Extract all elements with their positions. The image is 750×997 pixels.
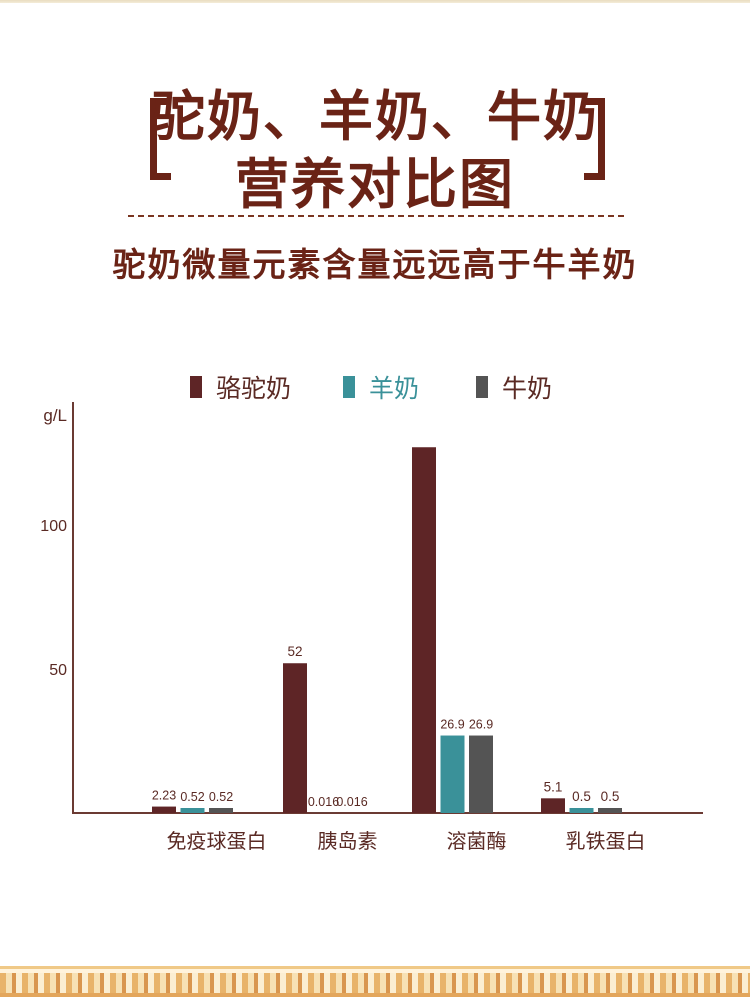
data-label-1-0: 52 [287,644,302,659]
data-label-2-2: 26.9 [469,718,493,732]
bar-2-0 [412,447,436,813]
y-tick-label: 100 [40,518,67,535]
x-tick-label: 溶菌酶 [447,829,507,853]
bar-1-0 [283,663,307,813]
legend-label-2: 牛奶 [502,374,552,403]
data-label-1-2: 0.016 [336,795,367,809]
y-tick-label: 50 [49,662,67,679]
y-axis-label: g/L [43,406,67,425]
data-label-3-1: 0.5 [572,789,591,804]
bar-2-1 [441,736,465,813]
data-label-2-1: 26.9 [440,718,464,732]
bar-0-2 [209,808,233,813]
legend-label-0: 骆驼奶 [216,374,291,403]
bar-3-1 [570,808,594,813]
bar-0-1 [181,808,205,813]
data-label-3-0: 5.1 [544,779,563,794]
data-label-0-2: 0.52 [209,790,233,804]
legend-swatch-1 [343,376,355,398]
bar-2-2 [469,736,493,813]
x-tick-label: 乳铁蛋白 [566,829,646,853]
x-tick-label: 胰岛素 [318,829,378,853]
bar-3-2 [598,808,622,813]
data-label-1-1: 0.016 [308,795,339,809]
bottom-decorative-border [0,966,750,997]
data-label-0-0: 2.23 [152,789,176,803]
bar-0-0 [152,807,176,813]
data-label-0-1: 0.52 [180,790,204,804]
legend-label-1: 羊奶 [369,374,419,403]
bar-3-0 [541,798,565,813]
x-tick-label: 免疫球蛋白 [167,829,267,853]
data-label-3-2: 0.5 [601,789,620,804]
legend-swatch-0 [190,376,202,398]
legend-swatch-2 [476,376,488,398]
